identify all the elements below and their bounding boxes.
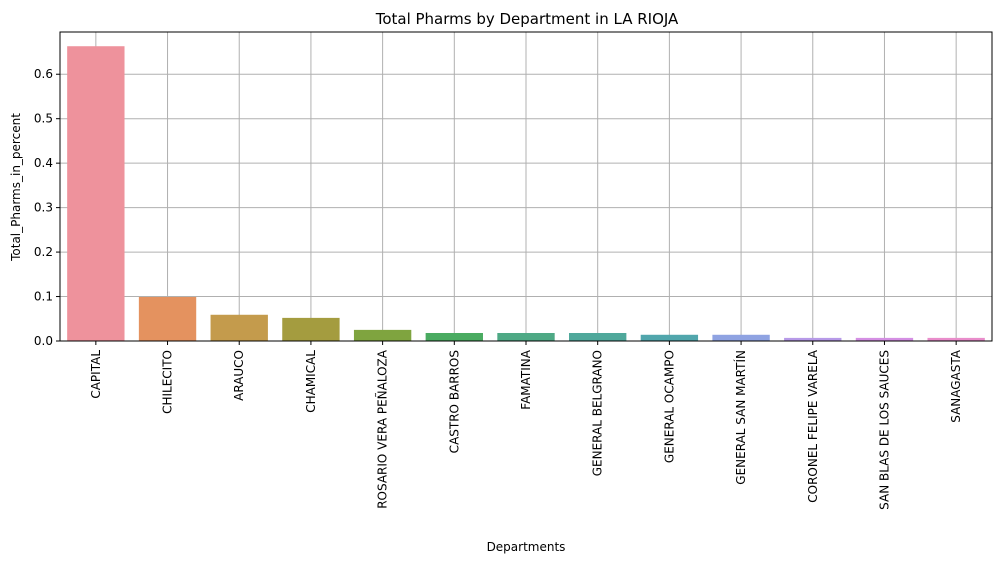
x-tick-label: CORONEL FELIPE VARELA [806,349,820,503]
y-tick-label: 0.3 [34,201,53,215]
bar [210,314,268,341]
bar [784,337,842,341]
y-axis-ticks: 0.0 0.1 0.2 0.3 0.4 0.5 0.6 [34,67,60,348]
bar [855,337,914,341]
bar [497,332,555,341]
bar [640,334,699,341]
x-tick-label: SANAGASTA [949,349,963,423]
x-tick-label: CAPITAL [89,350,103,399]
x-tick-label: CHAMICAL [304,350,318,413]
y-tick-label: 0.1 [34,290,53,304]
x-axis-label: Departments [487,540,566,554]
bar [138,296,197,341]
bar [569,332,627,341]
x-tick-label: GENERAL OCAMPO [662,350,676,463]
y-tick-label: 0.2 [34,245,53,259]
y-tick-label: 0.6 [34,67,53,81]
bar [425,332,483,341]
x-tick-label: CHILECITO [161,350,175,414]
x-tick-label: GENERAL SAN MARTÍN [733,350,748,485]
x-tick-label: ARAUCO [232,350,246,401]
bar [712,334,770,341]
bar [927,337,985,341]
bars [67,46,985,342]
chart-title: Total Pharms by Department in LA RIOJA [375,10,679,28]
y-tick-label: 0.0 [34,334,53,348]
x-tick-label: FAMATINA [519,349,533,409]
y-tick-label: 0.5 [34,112,53,126]
bar [282,317,340,341]
x-axis-ticks: CAPITAL CHILECITO ARAUCO CHAMICAL ROSARIO VE… [89,341,963,510]
x-tick-label: SAN BLAS DE LOS SAUCES [877,350,891,510]
x-tick-label: ROSARIO VERA PEÑALOZA [375,349,390,509]
bar [67,46,125,342]
y-axis-label: Total_Pharms_in_percent [9,113,23,262]
x-tick-label: GENERAL BELGRANO [591,350,605,476]
y-tick-label: 0.4 [34,156,53,170]
grid [60,32,992,342]
bar [353,329,412,341]
x-tick-label: CASTRO BARROS [447,350,461,453]
